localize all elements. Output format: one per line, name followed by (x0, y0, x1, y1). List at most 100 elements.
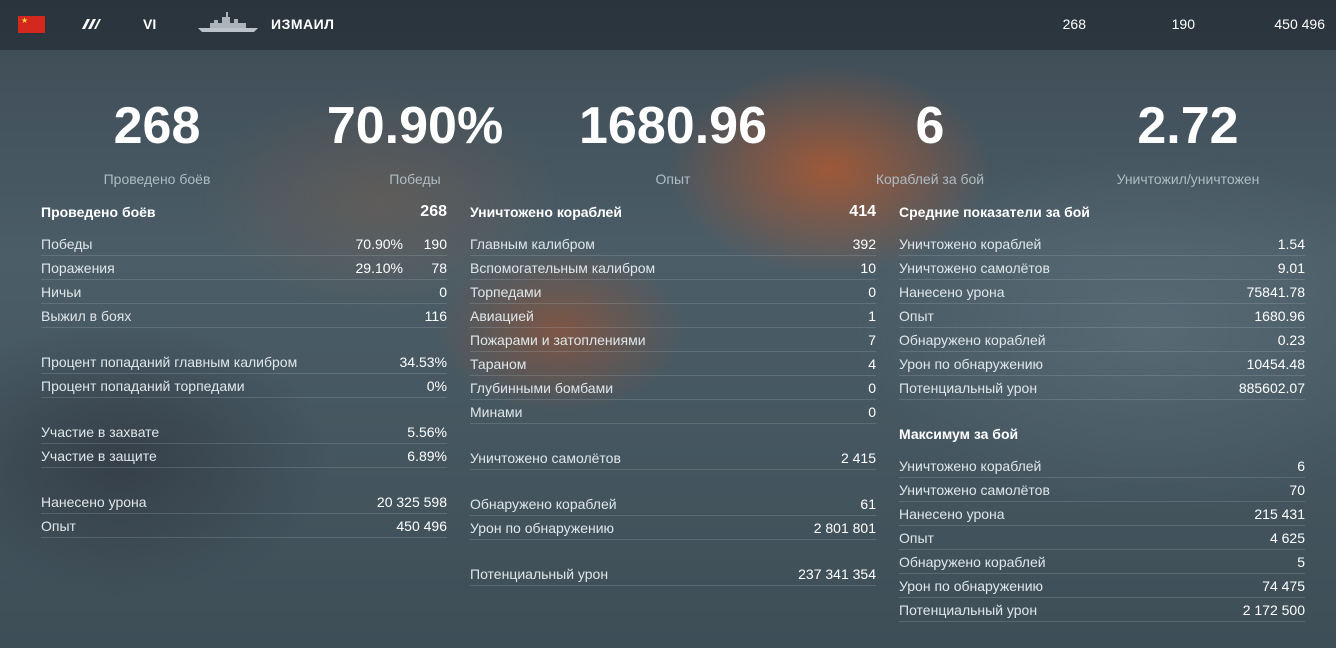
stat-label: Пожарами и затоплениями (470, 332, 646, 348)
stat-row: Урон по обнаружению 10454.48 (899, 352, 1305, 376)
stat-value: 9.01 (1277, 260, 1305, 276)
stat-row: Уничтожено кораблей 1.54 (899, 232, 1305, 256)
stat-row: Опыт 4 625 (899, 526, 1305, 550)
stat-label: Уничтожено кораблей (899, 236, 1042, 252)
battles-column: Проведено боёв 268 Победы 70.90% 190 Пор… (41, 200, 447, 538)
stat-row: Потенциальный урон 237 341 354 (470, 562, 876, 586)
battleship-class-icon (82, 19, 101, 29)
heading-value: 414 (849, 203, 876, 220)
stat-value: 6 (1297, 458, 1305, 474)
heading-label: Проведено боёв (41, 204, 156, 220)
stat-label: Ничьи (41, 284, 82, 300)
ship-tier: VI (143, 16, 157, 32)
stat-label: Вспомогательным калибром (470, 260, 656, 276)
stat-row: Процент попаданий торпедами 0% (41, 374, 447, 398)
stat-value: 450 496 (396, 518, 447, 534)
stat-value: 61 (860, 496, 876, 512)
stat-label: Поражения (41, 260, 115, 276)
header-experience: 450 496 (1274, 16, 1325, 32)
stat-row: Минами 0 (470, 400, 876, 424)
summary-kd-value: 2.72 (1137, 97, 1239, 155)
stat-value: 20 325 598 (376, 494, 447, 510)
stat-label: Участие в захвате (41, 424, 160, 440)
stat-row: Главным калибром 392 (470, 232, 876, 256)
summary-battles-label: Проведено боёв (103, 171, 211, 187)
stat-label: Опыт (899, 530, 934, 546)
stat-label: Урон по обнаружению (470, 520, 615, 536)
stat-value: 215 431 (1254, 506, 1305, 522)
ussr-flag-icon: ★ (18, 16, 45, 33)
stat-row: Ничьи 0 (41, 280, 447, 304)
stat-row: Победы 70.90% 190 (41, 232, 447, 256)
ship-header-bar[interactable]: ★ VI ИЗМАИЛ 268 190 450 496 (0, 0, 1336, 50)
stat-value: 5 (1297, 554, 1305, 570)
stat-row: Уничтожено кораблей 6 (899, 454, 1305, 478)
stat-label: Процент попаданий торпедами (41, 378, 245, 394)
stat-value: 0% (426, 378, 447, 394)
stat-label: Опыт (41, 518, 76, 534)
summary-kd-label: Уничтожил/уничтожен (1116, 171, 1260, 187)
stat-value: 75841.78 (1246, 284, 1305, 300)
stat-label: Нанесено урона (899, 284, 1005, 300)
stat-label: Обнаружено кораблей (470, 496, 617, 512)
stat-row: Потенциальный урон 2 172 500 (899, 598, 1305, 622)
stat-label: Потенциальный урон (899, 380, 1038, 396)
stat-value: 116 (424, 308, 447, 324)
ship-name: ИЗМАИЛ (271, 16, 335, 32)
stat-value: 0.23 (1277, 332, 1305, 348)
stat-row: Урон по обнаружению 74 475 (899, 574, 1305, 598)
stat-label: Уничтожено самолётов (470, 450, 621, 466)
stat-value: 74 475 (1262, 578, 1305, 594)
stat-row: Потенциальный урон 885602.07 (899, 376, 1305, 400)
stat-value: 190 (423, 236, 447, 252)
stat-value: 4 625 (1269, 530, 1305, 546)
column-heading: Максимум за бой (899, 422, 1305, 454)
stat-row: Авиацией 1 (470, 304, 876, 328)
stat-label: Урон по обнаружению (899, 356, 1044, 372)
stat-value: 10 (860, 260, 876, 276)
stat-row: Участие в захвате 5.56% (41, 420, 447, 444)
stat-row: Нанесено урона 20 325 598 (41, 490, 447, 514)
stat-row: Участие в защите 6.89% (41, 444, 447, 468)
stat-label: Участие в защите (41, 448, 157, 464)
stat-row: Нанесено урона 75841.78 (899, 280, 1305, 304)
stat-row: Пожарами и затоплениями 7 (470, 328, 876, 352)
stat-label: Уничтожено самолётов (899, 260, 1050, 276)
stat-row: Уничтожено самолётов 9.01 (899, 256, 1305, 280)
stat-label: Потенциальный урон (899, 602, 1038, 618)
stat-label: Уничтожено кораблей (899, 458, 1042, 474)
stat-row: Тараном 4 (470, 352, 876, 376)
stat-value: 885602.07 (1238, 380, 1305, 396)
stat-label: Процент попаданий главным калибром (41, 354, 298, 370)
stat-percent: 29.10% (355, 260, 403, 276)
heading-label: Максимум за бой (899, 426, 1019, 442)
stat-row: Опыт 1680.96 (899, 304, 1305, 328)
stat-value: 34.53% (399, 354, 447, 370)
per-battle-column: Средние показатели за бой Уничтожено кор… (899, 200, 1305, 622)
stat-value: 0 (868, 404, 876, 420)
stat-label: Уничтожено самолётов (899, 482, 1050, 498)
stat-value: 0 (868, 284, 876, 300)
stat-row: Уничтожено самолётов 2 415 (470, 446, 876, 470)
heading-label: Средние показатели за бой (899, 204, 1090, 220)
stat-value: 78 (431, 260, 447, 276)
stat-label: Победы (41, 236, 93, 252)
stat-row: Обнаружено кораблей 5 (899, 550, 1305, 574)
stat-row: Вспомогательным калибром 10 (470, 256, 876, 280)
summary-ships-per-battle-value: 6 (915, 97, 945, 155)
stat-label: Выжил в боях (41, 308, 132, 324)
stat-row: Уничтожено самолётов 70 (899, 478, 1305, 502)
stat-label: Урон по обнаружению (899, 578, 1044, 594)
column-heading: Проведено боёв 268 (41, 200, 447, 232)
stat-value: 70 (1289, 482, 1305, 498)
stat-label: Тараном (470, 356, 527, 372)
stat-value: 5.56% (407, 424, 447, 440)
stat-label: Обнаружено кораблей (899, 332, 1046, 348)
column-heading: Средние показатели за бой (899, 200, 1305, 232)
summary-ships-per-battle-label: Кораблей за бой (875, 171, 985, 187)
stat-label: Нанесено урона (899, 506, 1005, 522)
stat-row: Нанесено урона 215 431 (899, 502, 1305, 526)
stat-value: 1.54 (1277, 236, 1305, 252)
stat-value: 10454.48 (1246, 356, 1305, 372)
stat-row: Глубинными бомбами 0 (470, 376, 876, 400)
